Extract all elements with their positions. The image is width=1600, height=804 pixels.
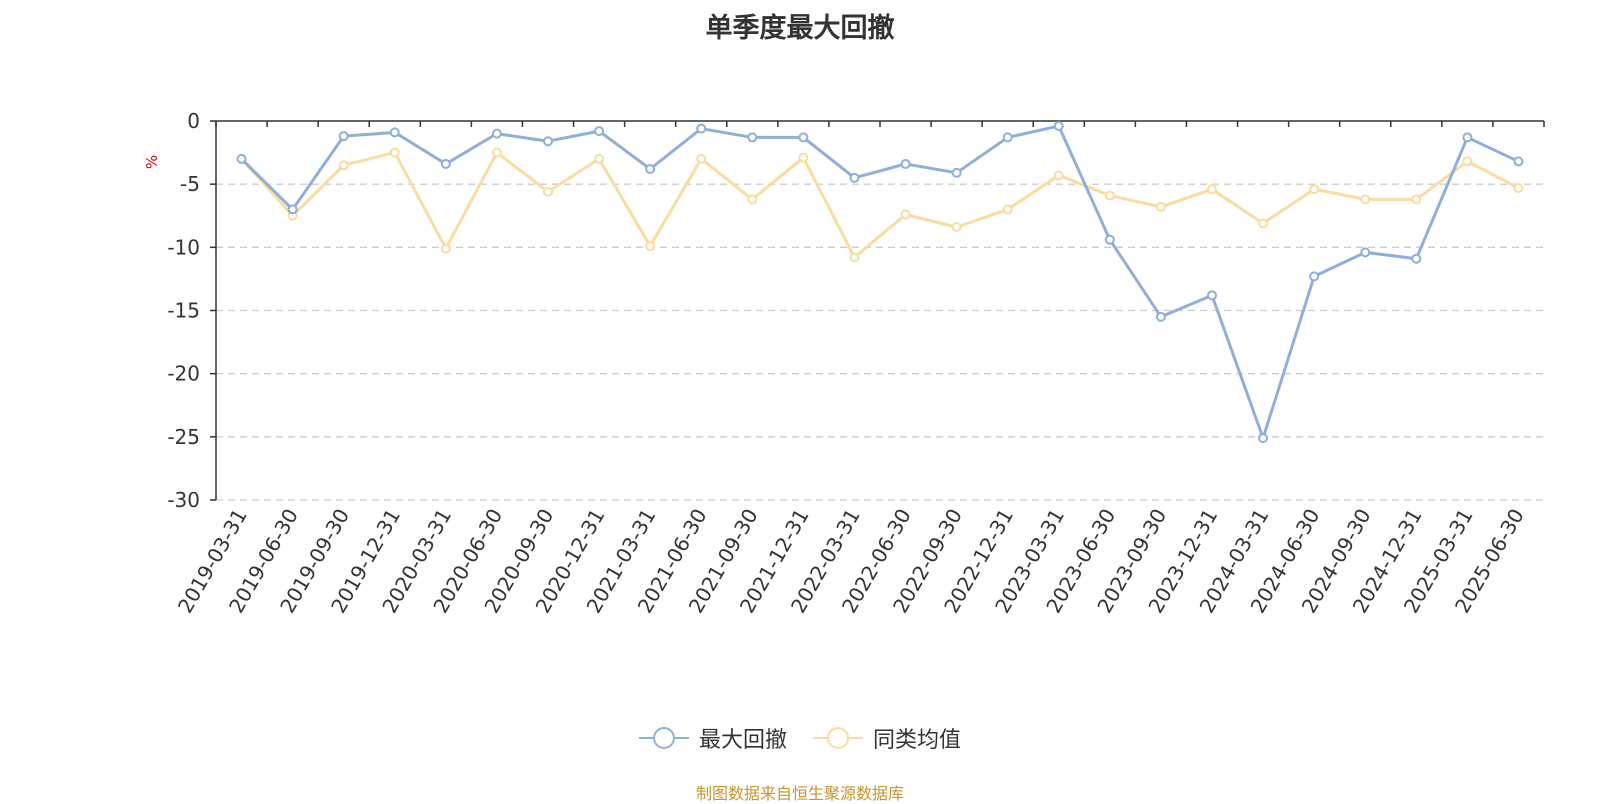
- series-1: [236, 121, 1524, 444]
- legend-swatch-circle-icon: [638, 727, 689, 749]
- data-point: [1053, 170, 1064, 181]
- data-point: [1513, 182, 1524, 193]
- data-point: [747, 194, 758, 205]
- data-point: [1462, 156, 1473, 167]
- data-point: [798, 132, 809, 143]
- data-point: [491, 147, 502, 158]
- data-point: [645, 164, 656, 175]
- source-note: 制图数据来自恒生聚源数据库: [695, 784, 904, 803]
- data-point: [900, 209, 911, 220]
- data-point: [389, 127, 400, 138]
- legend: 最大回撤 同类均值: [0, 722, 1600, 754]
- data-point: [1155, 201, 1166, 212]
- data-point: [849, 172, 860, 183]
- series-layer: [236, 121, 1524, 444]
- chart-title: 单季度最大回撤: [705, 13, 895, 44]
- data-point: [543, 136, 553, 147]
- y-tick-label: -20: [167, 362, 200, 386]
- data-point: [1002, 204, 1013, 215]
- data-point: [440, 158, 451, 169]
- legend-label-series-1: 最大回撤: [698, 728, 787, 753]
- data-point: [1462, 132, 1473, 143]
- data-point: [1258, 218, 1269, 229]
- data-point: [287, 204, 298, 215]
- data-point: [338, 131, 349, 142]
- data-point: [747, 132, 758, 143]
- data-point: [849, 252, 860, 263]
- grid-lines: [216, 183, 1544, 501]
- legend-item-series-1[interactable]: 最大回撤: [638, 722, 787, 754]
- y-axis-unit-label: %: [143, 155, 161, 169]
- data-point: [594, 126, 605, 137]
- data-point: [491, 128, 502, 139]
- axes: 0-5-10-15-20-25-302019-03-312019-06-3020…: [167, 109, 1545, 617]
- data-point: [951, 222, 962, 233]
- data-point: [1309, 184, 1320, 195]
- data-point: [696, 153, 707, 164]
- series-line: [240, 151, 1520, 259]
- data-point: [798, 152, 809, 163]
- data-point: [1155, 311, 1166, 322]
- data-point: [1207, 290, 1217, 301]
- y-tick-label: -10: [167, 235, 200, 259]
- legend-swatch-circle-icon: [813, 727, 863, 749]
- data-point: [1104, 190, 1115, 201]
- data-point: [1360, 247, 1371, 258]
- data-point: [594, 153, 605, 164]
- data-point: [1411, 194, 1422, 205]
- legend-item-series-2[interactable]: 同类均值: [813, 722, 961, 754]
- data-point: [1053, 121, 1064, 132]
- data-point: [1309, 271, 1320, 282]
- data-point: [645, 241, 656, 252]
- series-2: [236, 147, 1524, 263]
- data-point: [440, 243, 451, 254]
- data-point: [543, 186, 553, 197]
- y-tick-label: -25: [167, 425, 200, 449]
- y-tick-label: -5: [180, 172, 200, 196]
- legend-label-series-2: 同类均值: [873, 728, 962, 753]
- data-point: [900, 158, 911, 169]
- data-point: [1002, 132, 1013, 143]
- y-tick-label: -15: [167, 299, 200, 323]
- y-tick-label: 0: [187, 109, 200, 133]
- data-point: [236, 153, 247, 164]
- data-point: [1513, 156, 1524, 167]
- data-point: [1104, 234, 1115, 245]
- data-point: [696, 123, 707, 134]
- data-point: [1258, 433, 1269, 444]
- data-point: [338, 160, 349, 171]
- y-tick-label: -30: [167, 488, 200, 512]
- data-point: [1360, 194, 1371, 205]
- data-point: [951, 167, 962, 178]
- data-point: [1207, 184, 1217, 195]
- data-point: [1411, 253, 1422, 264]
- data-point: [389, 147, 400, 158]
- series-line: [240, 124, 1520, 440]
